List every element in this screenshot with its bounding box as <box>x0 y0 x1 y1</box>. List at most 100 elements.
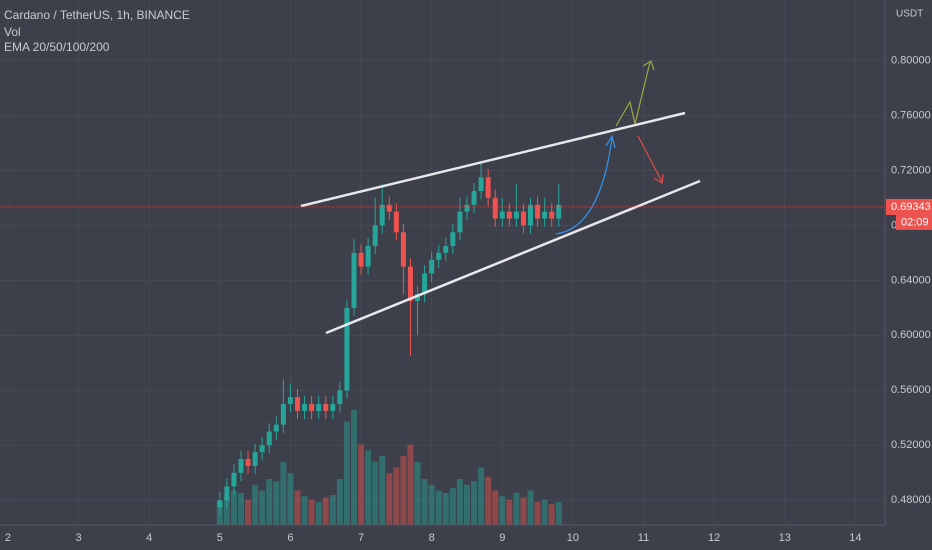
candle-body <box>478 177 484 192</box>
indicator: Vol <box>4 25 21 39</box>
candle-body <box>492 197 498 219</box>
currency: USDT <box>896 9 923 20</box>
candle-body <box>238 459 244 473</box>
candle-body <box>485 177 491 198</box>
candle-body <box>365 246 371 267</box>
candle-body <box>415 294 421 301</box>
y-tick-label: 0.56000 <box>891 384 931 396</box>
x-tick-label: 6 <box>287 532 293 544</box>
volume-bar <box>506 499 513 525</box>
chart-title: Cardano / TetherUS, 1h, BINANCE <box>4 8 190 22</box>
candle-body <box>245 459 251 466</box>
volume-bar <box>463 484 470 525</box>
candle-body <box>379 204 385 226</box>
y-tick-label: 0.60000 <box>891 329 931 341</box>
candle-body <box>302 404 308 411</box>
volume-bar <box>372 461 379 525</box>
volume-bar <box>336 479 343 525</box>
axes: 0.480000.520000.560000.600000.640000.680… <box>0 54 932 544</box>
volume-bar <box>513 492 520 525</box>
green-arrowhead <box>642 60 655 71</box>
x-tick-label: 3 <box>76 532 82 544</box>
candle-body <box>273 424 279 432</box>
candles <box>217 160 562 516</box>
volume-bar <box>478 467 485 525</box>
volume-bar <box>365 450 372 525</box>
candle-body <box>535 204 541 219</box>
candle-body <box>520 211 526 226</box>
volume-bar <box>485 476 492 525</box>
volume-bar <box>527 490 534 525</box>
volume-bar <box>541 499 548 525</box>
x-tick-label: 2 <box>5 532 11 544</box>
volume-bar <box>301 496 308 525</box>
candle-body <box>330 404 336 411</box>
candle-body <box>400 232 406 267</box>
volume-bar <box>400 456 407 525</box>
last-price-box <box>886 198 932 215</box>
candle-body <box>266 431 272 446</box>
candle-body <box>450 232 456 247</box>
x-tick-label: 14 <box>849 532 861 544</box>
blue-arrowhead <box>605 134 616 149</box>
volume-bar <box>230 490 237 525</box>
y-tick-label: 0.72000 <box>891 164 931 176</box>
candle-body <box>351 252 357 308</box>
candle-body <box>386 204 392 212</box>
candle-body <box>323 404 329 411</box>
candle-body <box>287 397 293 405</box>
volume-bar <box>449 488 456 525</box>
countdown: 02:09 <box>901 216 929 228</box>
volume-bar <box>252 484 259 525</box>
volume-bar <box>555 502 562 525</box>
volume-bar <box>280 461 287 525</box>
candle-body <box>506 211 512 219</box>
volume-bar <box>386 473 393 525</box>
candle-body <box>259 445 265 453</box>
candle-body <box>471 191 477 205</box>
volume-bar <box>358 444 365 525</box>
candle-body <box>252 452 258 466</box>
x-tick-label: 13 <box>779 532 791 544</box>
volume <box>216 410 562 525</box>
volume-bar <box>492 490 499 525</box>
volume-bar <box>350 410 357 525</box>
countdown-box <box>896 214 932 230</box>
volume-bar <box>315 502 322 525</box>
candle-body <box>457 211 463 233</box>
lower-trendline <box>325 179 701 335</box>
x-tick-label: 8 <box>429 532 435 544</box>
upper-trendline <box>300 111 686 208</box>
volume-bar <box>393 467 400 525</box>
volume-bar <box>428 484 435 525</box>
candle-body <box>464 204 470 212</box>
candle-body <box>499 211 505 219</box>
volume-bar <box>442 492 449 525</box>
volume-bar <box>287 473 294 525</box>
candle-body <box>316 404 322 411</box>
candle-body <box>513 211 519 219</box>
candle-body <box>429 259 435 274</box>
candle-body <box>407 266 413 301</box>
candle-body <box>528 204 534 226</box>
x-tick-label: 12 <box>708 532 720 544</box>
x-tick-label: 7 <box>358 532 364 544</box>
candle-body <box>358 252 364 267</box>
candle-body <box>443 246 449 253</box>
volume-bar <box>308 499 315 525</box>
candle-body <box>542 211 548 219</box>
volume-bar <box>471 481 478 525</box>
x-tick-label: 5 <box>217 532 223 544</box>
candle-body <box>372 225 378 247</box>
candle-body <box>294 397 300 411</box>
x-tick-label: 9 <box>499 532 505 544</box>
price-axis <box>885 0 932 550</box>
indicator: EMA 20/50/100/200 <box>4 40 110 54</box>
volume-bar <box>499 496 506 525</box>
last-price-label: 0.69343 <box>891 201 931 213</box>
candle-body <box>280 404 286 425</box>
volume-bar <box>435 490 442 525</box>
volume-bar <box>259 490 266 525</box>
candle-body <box>422 273 428 295</box>
